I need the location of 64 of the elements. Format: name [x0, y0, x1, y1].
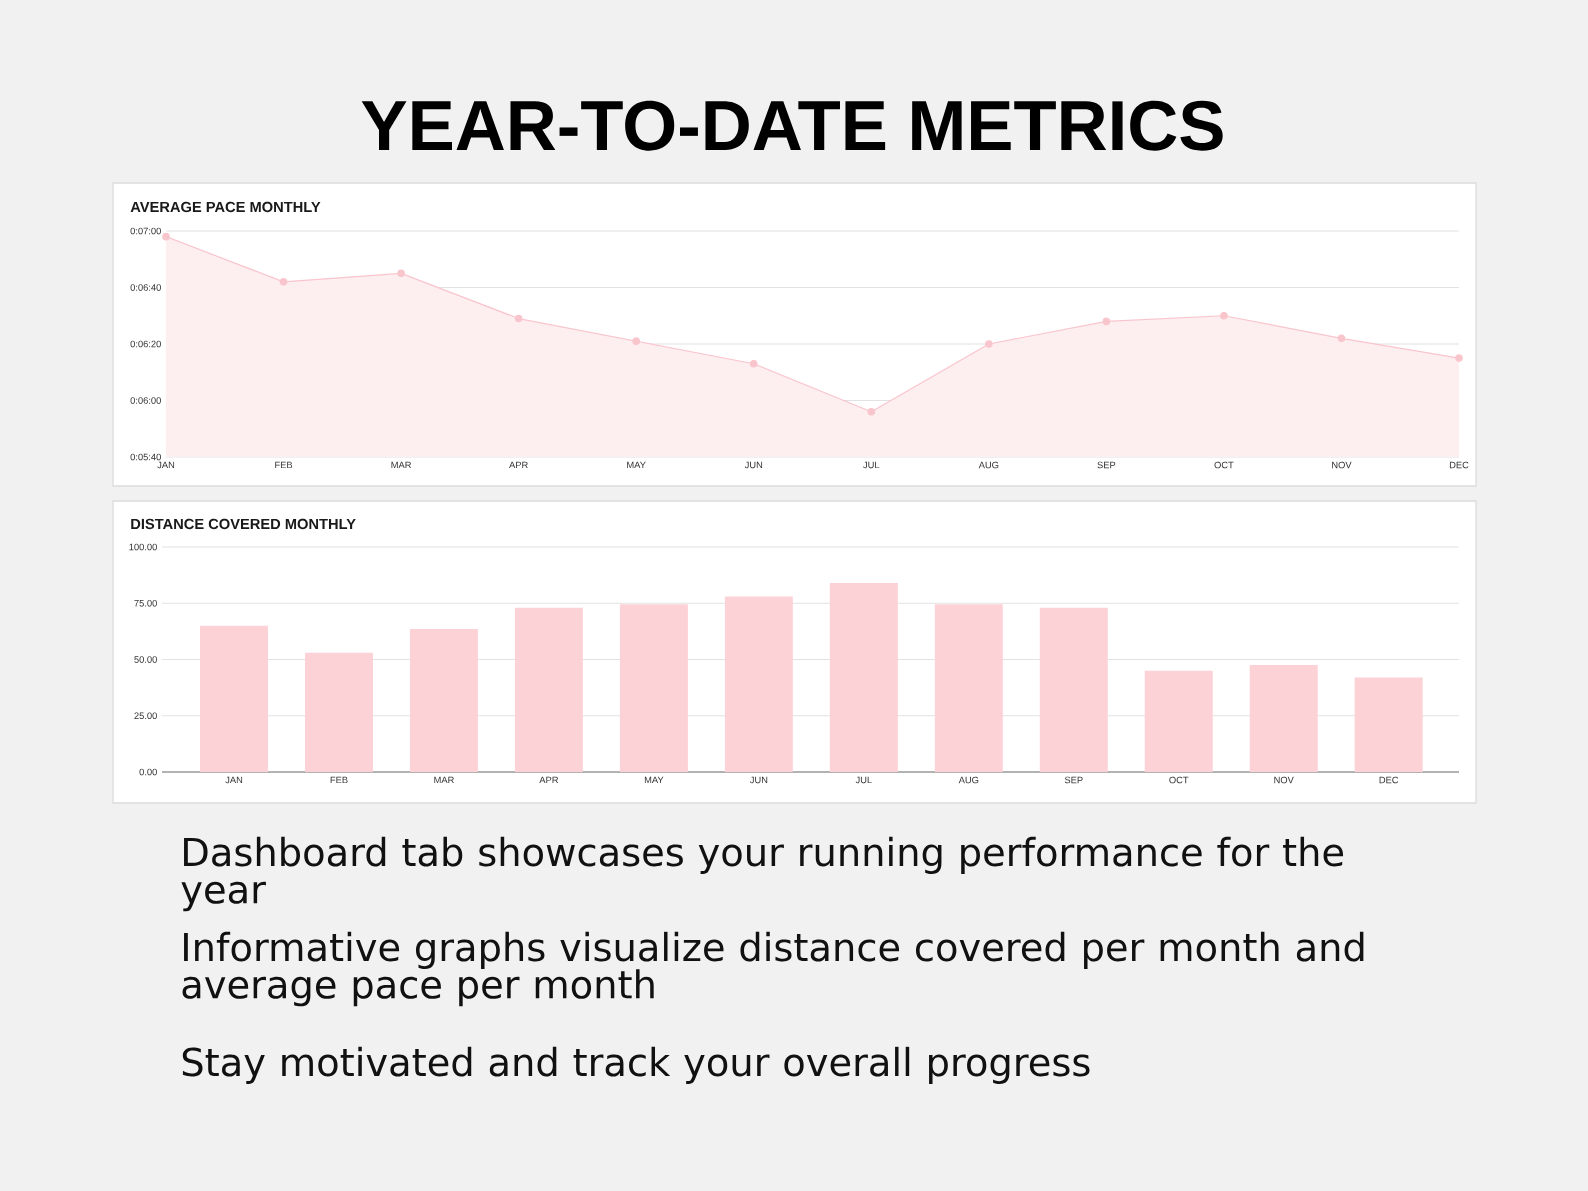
point — [1337, 334, 1346, 343]
x-tick-label: FEB — [330, 776, 348, 784]
y-tick-label: 0:05:40 — [130, 453, 161, 461]
point — [1455, 354, 1463, 362]
x-tick-label: SEP — [1064, 776, 1083, 784]
x-tick-label: MAY — [627, 461, 646, 469]
bar — [200, 625, 269, 772]
point — [632, 337, 640, 345]
text: YEAR-TO-DATE METRICS — [361, 100, 1223, 151]
bar — [409, 629, 478, 772]
x-tick-label: OCT — [1214, 461, 1234, 469]
bar — [304, 652, 373, 772]
bar — [934, 604, 1003, 772]
y-tick-label: 100.00 — [129, 543, 157, 551]
x-tick-label: JAN — [225, 776, 243, 784]
bar — [619, 604, 688, 772]
chart-title: DISTANCE COVERED MONTHLY — [131, 518, 356, 530]
point — [867, 407, 876, 416]
y-tick-label: 0.00 — [139, 768, 157, 776]
x-tick-label: JUL — [855, 776, 872, 784]
x-tick-label: APR — [539, 776, 559, 784]
y-tick-label: 0:06:00 — [130, 397, 161, 404]
bar — [1354, 677, 1423, 772]
bar — [1249, 665, 1318, 772]
x-tick-label: APR — [509, 461, 528, 469]
x-tick-label: NOV — [1332, 461, 1352, 469]
y-tick-label: 25.00 — [134, 712, 157, 720]
point — [1220, 311, 1228, 320]
text: Dashboard tab showcases your running performance for the year — [181, 836, 1344, 912]
x-tick-label: JAN — [157, 461, 175, 469]
text: Stay motivated and track your overall progress — [182, 1046, 1090, 1084]
y-tick-label: 50.00 — [134, 656, 157, 663]
x-tick-label: MAR — [391, 461, 412, 469]
point — [397, 269, 405, 278]
text: Informative graphs visualize distance covered per month and average pace per month — [182, 931, 1364, 1007]
x-tick-label: JUL — [863, 461, 880, 469]
x-tick-label: NOV — [1274, 776, 1294, 784]
chart-title: AVERAGE PACE MONTHLY — [130, 201, 321, 213]
point — [162, 232, 170, 241]
point — [279, 278, 288, 286]
y-tick-label: 75.00 — [134, 599, 157, 607]
x-tick-label: JUN — [749, 776, 768, 784]
y-tick-label: 0:07:00 — [130, 227, 161, 235]
y-tick-label: 0:06:40 — [130, 284, 161, 291]
point — [1102, 317, 1111, 326]
bar — [1039, 607, 1108, 772]
x-tick-label: SEP — [1097, 461, 1116, 469]
point — [985, 340, 993, 348]
x-tick-label: MAR — [434, 776, 454, 784]
y-tick-label: 0:06:20 — [130, 340, 161, 348]
x-tick-label: OCT — [1169, 776, 1189, 784]
point — [749, 359, 758, 368]
point — [514, 314, 523, 323]
x-tick-label: JUN — [744, 461, 763, 469]
x-tick-label: DEC — [1449, 461, 1469, 469]
bar — [514, 607, 583, 772]
x-tick-label: MAY — [644, 776, 664, 784]
x-tick-label: FEB — [275, 461, 293, 469]
bar — [1144, 670, 1213, 772]
bar — [829, 582, 898, 772]
x-tick-label: AUG — [958, 776, 979, 784]
x-tick-label: AUG — [978, 461, 999, 469]
x-tick-label: DEC — [1379, 776, 1399, 784]
bar — [724, 596, 793, 772]
